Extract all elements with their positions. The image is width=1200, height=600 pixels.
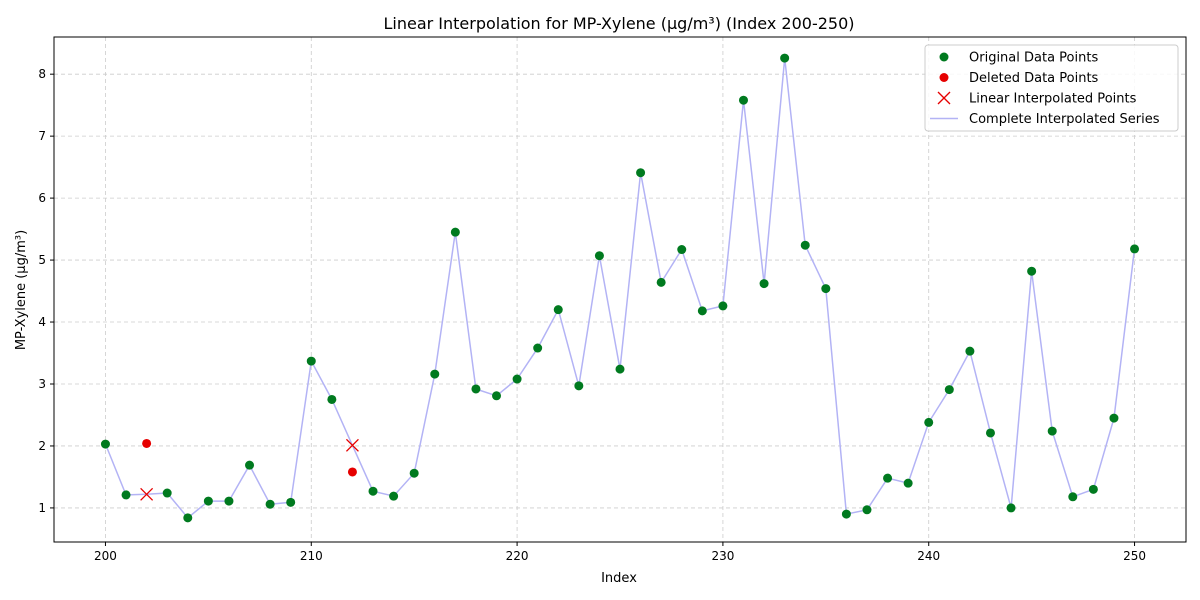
original-data-point [1130, 244, 1140, 254]
original-data-point [533, 343, 543, 353]
original-data-point [1006, 503, 1016, 513]
original-data-point [1088, 484, 1098, 494]
original-data-point [286, 497, 296, 507]
axis-ticks: 200 210 220 230 240 250 1 2 3 4 5 6 7 8 [38, 67, 1146, 563]
legend-item: Deleted Data Points [939, 71, 1099, 86]
original-data-point [924, 417, 934, 427]
original-data-point [697, 306, 707, 316]
markers [100, 53, 1140, 523]
y-tick-label: 8 [38, 67, 46, 81]
original-data-point [327, 394, 337, 404]
y-tick-label: 5 [38, 253, 46, 267]
original-data-point [759, 279, 769, 289]
deleted-data-point [142, 438, 152, 448]
legend-label: Complete Interpolated Series [969, 112, 1160, 127]
original-data-point [594, 251, 604, 261]
legend-item: Linear Interpolated Points [937, 91, 1137, 107]
x-tick-label: 200 [94, 549, 117, 563]
original-data-point [492, 391, 502, 401]
original-data-point [1047, 426, 1057, 436]
original-data-point [512, 374, 522, 384]
original-data-point [656, 277, 666, 287]
interpolated-point-marker [140, 487, 154, 501]
original-data-point [800, 240, 810, 250]
original-data-point [903, 478, 913, 488]
original-data-point [944, 385, 954, 395]
original-data-point [162, 488, 172, 498]
legend-item: Original Data Points [939, 51, 1098, 66]
original-data-point [1027, 266, 1037, 276]
original-data-point [265, 499, 275, 509]
original-data-point [183, 513, 193, 523]
y-tick-label: 3 [38, 377, 46, 391]
original-data-point [821, 284, 831, 294]
original-data-point [471, 384, 481, 394]
original-data-point [1068, 492, 1078, 502]
original-data-point [1109, 413, 1119, 423]
y-tick-label: 6 [38, 191, 46, 205]
y-tick-label: 2 [38, 439, 46, 453]
y-tick-label: 7 [38, 129, 46, 143]
original-data-point [862, 505, 872, 515]
y-tick-label: 1 [38, 501, 46, 515]
original-data-point [883, 473, 893, 483]
legend-label: Deleted Data Points [969, 71, 1099, 86]
original-data-point [306, 356, 316, 366]
legend-box [924, 44, 1179, 132]
x-tick-label: 250 [1123, 549, 1146, 563]
original-data-point [841, 509, 851, 519]
original-data-point [450, 227, 460, 237]
interpolated-point-marker [345, 438, 359, 452]
y-tick-label: 4 [38, 315, 46, 329]
original-data-point [615, 364, 625, 374]
y-axis-label: MP-Xylene (µg/m³) [14, 230, 29, 350]
original-data-point [368, 486, 378, 496]
original-data-point [245, 460, 255, 470]
original-data-point [738, 95, 748, 105]
x-tick-label: 240 [917, 549, 940, 563]
original-data-point [100, 439, 110, 449]
legend-item: Complete Interpolated Series [930, 112, 1160, 127]
x-tick-label: 220 [506, 549, 529, 563]
original-data-point [389, 491, 399, 501]
original-data-point [409, 468, 419, 478]
plot-frame [53, 36, 1187, 543]
x-axis-label: Index [601, 571, 637, 586]
chart-title: Linear Interpolation for MP-Xylene (µg/m… [383, 14, 854, 33]
legend: Original Data Points Deleted Data Points L… [924, 44, 1179, 132]
legend-marker [939, 52, 949, 62]
legend-label: Original Data Points [969, 51, 1098, 66]
x-tick-label: 230 [711, 549, 734, 563]
original-data-point [224, 496, 234, 506]
original-data-point [718, 301, 728, 311]
original-data-point [553, 305, 563, 315]
original-data-point [121, 490, 131, 500]
deleted-data-point [347, 467, 357, 477]
legend-marker [937, 91, 951, 105]
original-data-point [574, 381, 584, 391]
original-data-point [636, 168, 646, 178]
legend-label: Linear Interpolated Points [969, 92, 1137, 107]
original-data-point [677, 245, 687, 255]
legend-marker [939, 73, 949, 82]
x-tick-label: 210 [300, 549, 323, 563]
original-data-point [430, 369, 440, 379]
original-data-point [985, 428, 995, 438]
original-data-point [780, 53, 790, 63]
original-data-point [965, 346, 975, 356]
original-data-point [203, 496, 213, 506]
